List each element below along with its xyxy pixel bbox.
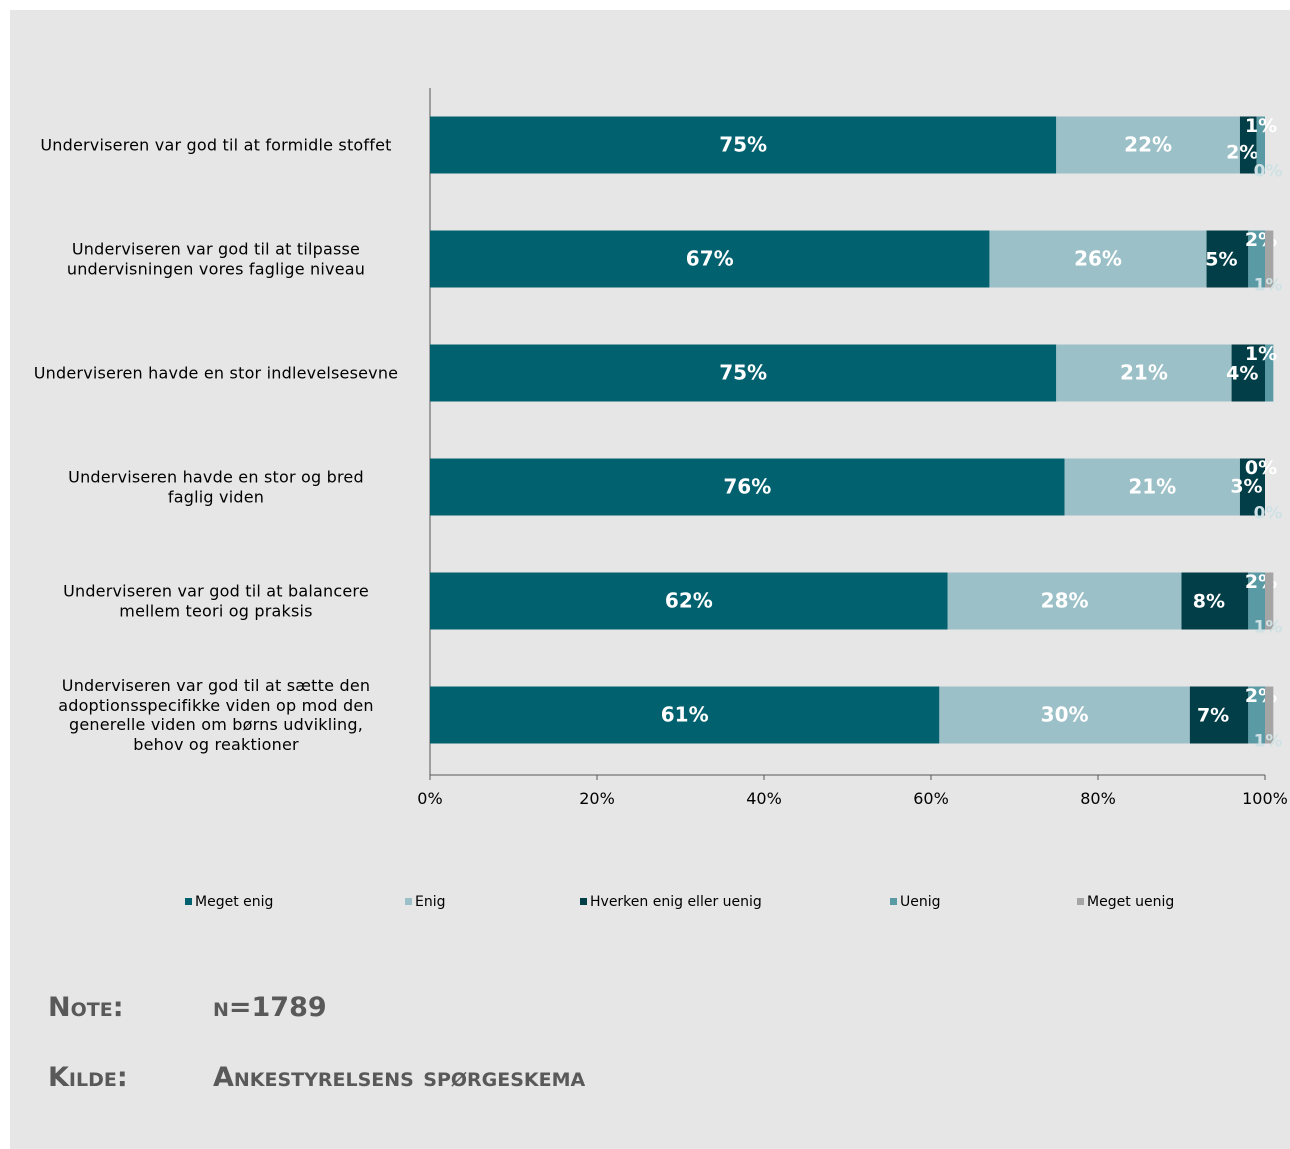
value-label: 21%: [1128, 475, 1176, 499]
bar-segment: [430, 458, 1065, 516]
value-label: 1%: [1254, 618, 1283, 638]
x-tick-label: 60%: [913, 789, 949, 808]
bar-segment: [989, 230, 1207, 288]
value-label: 1%: [1254, 732, 1283, 752]
bar-segment: [430, 572, 948, 630]
x-tick-label: 100%: [1242, 789, 1288, 808]
value-label: 1%: [1245, 343, 1277, 365]
bar-segment: [1248, 686, 1265, 744]
legend-swatch: [890, 898, 897, 905]
value-label: 22%: [1124, 133, 1172, 157]
value-label: 21%: [1120, 361, 1168, 385]
value-label: 2%: [1226, 142, 1258, 164]
bar-segment: [430, 686, 940, 744]
bar-segment: [430, 344, 1057, 402]
legend-label: Meget enig: [195, 894, 273, 910]
category-label: Underviseren var god til at formidle sto…: [40, 135, 392, 155]
x-tick-label: 80%: [1080, 789, 1116, 808]
legend-swatch: [405, 898, 412, 905]
bar-segment: [1181, 572, 1249, 630]
value-label: 8%: [1193, 591, 1225, 613]
source-text: Ankestyrelsens spørgeskema: [213, 1062, 586, 1093]
bar-segment: [1231, 344, 1265, 402]
bar-segment: [1265, 686, 1274, 744]
value-label: 26%: [1074, 247, 1122, 271]
value-label: 7%: [1197, 705, 1229, 727]
category-label: Underviseren var god til at sætte den ad…: [58, 676, 374, 754]
bar-segment: [1056, 116, 1240, 174]
value-label: 75%: [719, 133, 767, 157]
category-label: Underviseren havde en stor indlevelsesev…: [33, 363, 399, 383]
value-label: 61%: [661, 703, 709, 727]
bar-segment: [1239, 116, 1257, 174]
legend-label: Uenig: [900, 894, 941, 910]
value-label: 1%: [1254, 276, 1283, 296]
value-label: 62%: [665, 589, 713, 613]
x-tick-label: 20%: [579, 789, 615, 808]
value-label: 75%: [719, 361, 767, 385]
bar-segment: [1248, 230, 1265, 288]
x-tick-label: 40%: [746, 789, 782, 808]
x-tick-label: 0%: [417, 789, 442, 808]
bar-segment: [1206, 230, 1249, 288]
value-label: 67%: [686, 247, 734, 271]
bar-segment: [1265, 230, 1274, 288]
bar-segment: [1265, 344, 1274, 402]
bar-segment: [1265, 572, 1274, 630]
value-label: 4%: [1226, 363, 1258, 385]
value-label: 0%: [1245, 457, 1277, 479]
bar-segment: [947, 572, 1182, 630]
value-label: 28%: [1041, 589, 1089, 613]
category-label: Underviseren var god til at tilpasse und…: [66, 239, 366, 279]
note-label: Note:: [48, 992, 124, 1023]
legend-label: Hverken enig eller uenig: [590, 894, 762, 910]
legend-swatch: [1077, 898, 1084, 905]
value-label: 5%: [1205, 249, 1237, 271]
category-label: Underviseren var god til at balancere me…: [63, 581, 369, 621]
bar-segment: [1064, 458, 1240, 516]
value-label: 0%: [1254, 504, 1283, 524]
bar-segment: [430, 230, 990, 288]
note-text: n=1789: [213, 992, 327, 1023]
bar-segment: [1189, 686, 1249, 744]
bar-segment: [1248, 572, 1265, 630]
legend-label: Meget uenig: [1087, 894, 1174, 910]
value-label: 3%: [1230, 476, 1262, 498]
bar-segment: [1256, 116, 1265, 174]
category-label: Underviseren havde en stor og bred fagli…: [68, 467, 364, 507]
bar-segment: [1056, 344, 1232, 402]
value-label: 0%: [1254, 162, 1283, 182]
value-label: 1%: [1245, 115, 1277, 137]
value-label: 30%: [1041, 703, 1089, 727]
legend-label: Enig: [415, 894, 446, 910]
bar-segment: [939, 686, 1190, 744]
legend-swatch: [580, 898, 587, 905]
legend-swatch: [185, 898, 192, 905]
source-label: Kilde:: [48, 1062, 128, 1093]
bar-segment: [430, 116, 1057, 174]
value-label: 76%: [723, 475, 771, 499]
bar-segment: [1239, 458, 1265, 516]
